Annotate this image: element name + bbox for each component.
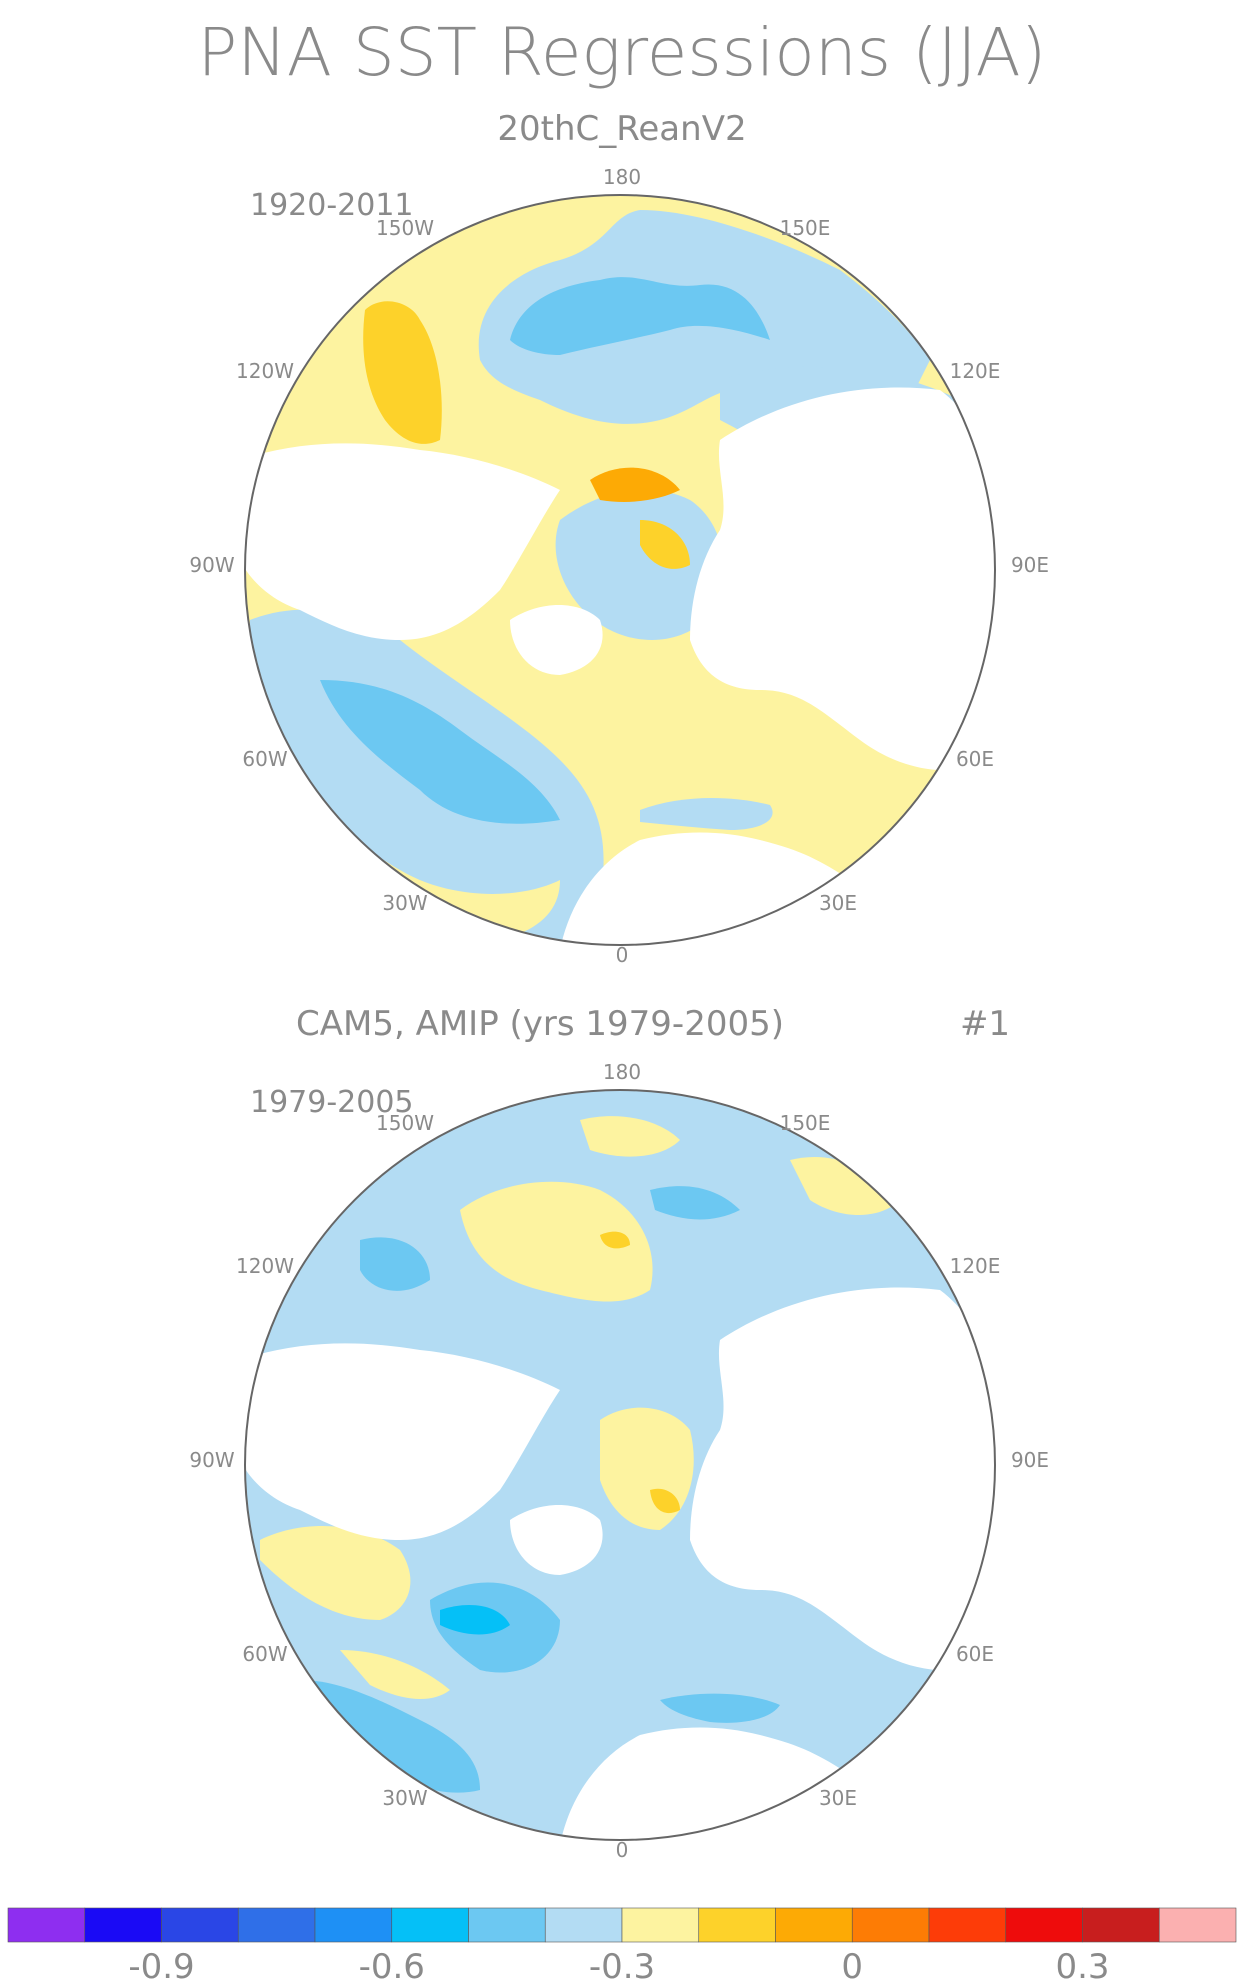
colorbar-tick-label: 0	[841, 1947, 863, 1987]
colorbar-swatch	[851, 1907, 930, 1943]
colorbar-tick-label: -0.9	[128, 1947, 194, 1987]
colorbar-swatch	[7, 1907, 86, 1943]
colorbar-swatch	[928, 1907, 1007, 1943]
lon-label-120w: 120W	[236, 1254, 294, 1278]
lon-label-0: 0	[616, 943, 629, 967]
colorbar-swatch	[84, 1907, 162, 1943]
lon-label-30e: 30E	[819, 891, 857, 915]
colorbar-swatch	[1005, 1907, 1083, 1943]
lon-label-180: 180	[603, 1060, 641, 1084]
sst-map-top	[245, 195, 995, 945]
lon-label-120w: 120W	[236, 359, 294, 383]
map-frame-bottom	[244, 1089, 996, 1841]
colorbar-swatch	[468, 1907, 546, 1943]
colorbar-swatch	[314, 1907, 393, 1943]
lon-label-60w: 60W	[242, 747, 287, 771]
lon-label-120e: 120E	[950, 359, 1001, 383]
colorbar-swatch	[161, 1907, 239, 1943]
lon-label-30w: 30W	[382, 1786, 427, 1810]
lon-label-60e: 60E	[956, 1642, 994, 1666]
lon-label-150e: 150E	[780, 216, 831, 240]
colorbar-tick-label: -0.3	[589, 1947, 655, 1987]
lon-label-30w: 30W	[382, 891, 427, 915]
colorbar-swatch	[775, 1907, 853, 1943]
colorbar-swatch	[1082, 1907, 1160, 1943]
colorbar-swatch	[698, 1907, 776, 1943]
longitude-labels-bottom: 180 150E 120E 90E 60E 30E 0 30W 60W 90W …	[189, 1060, 1049, 1862]
period-label: 1920-2011	[250, 188, 414, 223]
colorbar-swatch	[621, 1907, 700, 1943]
colorbar: -0.9-0.6-0.300.30.60.9	[7, 1907, 1237, 1987]
lon-label-30e: 30E	[819, 1786, 857, 1810]
colorbar-tick-label: -0.6	[359, 1947, 425, 1987]
map-frame-top	[244, 194, 996, 946]
lon-label-0: 0	[616, 1838, 629, 1862]
colorbar-swatch	[391, 1907, 469, 1943]
panel-subtitle: 20thC_ReanV2	[497, 109, 746, 149]
panel-top: 20thC_ReanV2 1920-2011	[189, 109, 1049, 967]
lon-label-90w: 90W	[189, 1448, 234, 1472]
lon-label-90w: 90W	[189, 553, 234, 577]
colorbar-swatch	[544, 1907, 623, 1943]
lon-label-150w: 150W	[376, 216, 434, 240]
panel-bottom: CAM5, AMIP (yrs 1979-2005) #1 1979-2005	[189, 1004, 1049, 1862]
colorbar-swatch	[237, 1907, 316, 1943]
lon-label-90e: 90E	[1011, 553, 1049, 577]
lon-label-150w: 150W	[376, 1111, 434, 1135]
lon-label-180: 180	[603, 165, 641, 189]
lon-label-60w: 60W	[242, 1642, 287, 1666]
panel-tag: #1	[960, 1004, 1010, 1044]
panel-subtitle: CAM5, AMIP (yrs 1979-2005)	[296, 1004, 784, 1044]
lon-label-150e: 150E	[780, 1111, 831, 1135]
period-label: 1979-2005	[250, 1085, 414, 1120]
colorbar-swatch	[1158, 1907, 1237, 1943]
lon-label-120e: 120E	[950, 1254, 1001, 1278]
sst-map-bottom	[245, 1090, 995, 1840]
main-title: PNA SST Regressions (JJA)	[198, 14, 1047, 91]
lon-label-60e: 60E	[956, 747, 994, 771]
colorbar-tick-label: 0.3	[1055, 1947, 1109, 1987]
lon-label-90e: 90E	[1011, 1448, 1049, 1472]
longitude-labels-top: 180 150E 120E 90E 60E 30E 0 30W 60W 90W …	[189, 165, 1049, 967]
